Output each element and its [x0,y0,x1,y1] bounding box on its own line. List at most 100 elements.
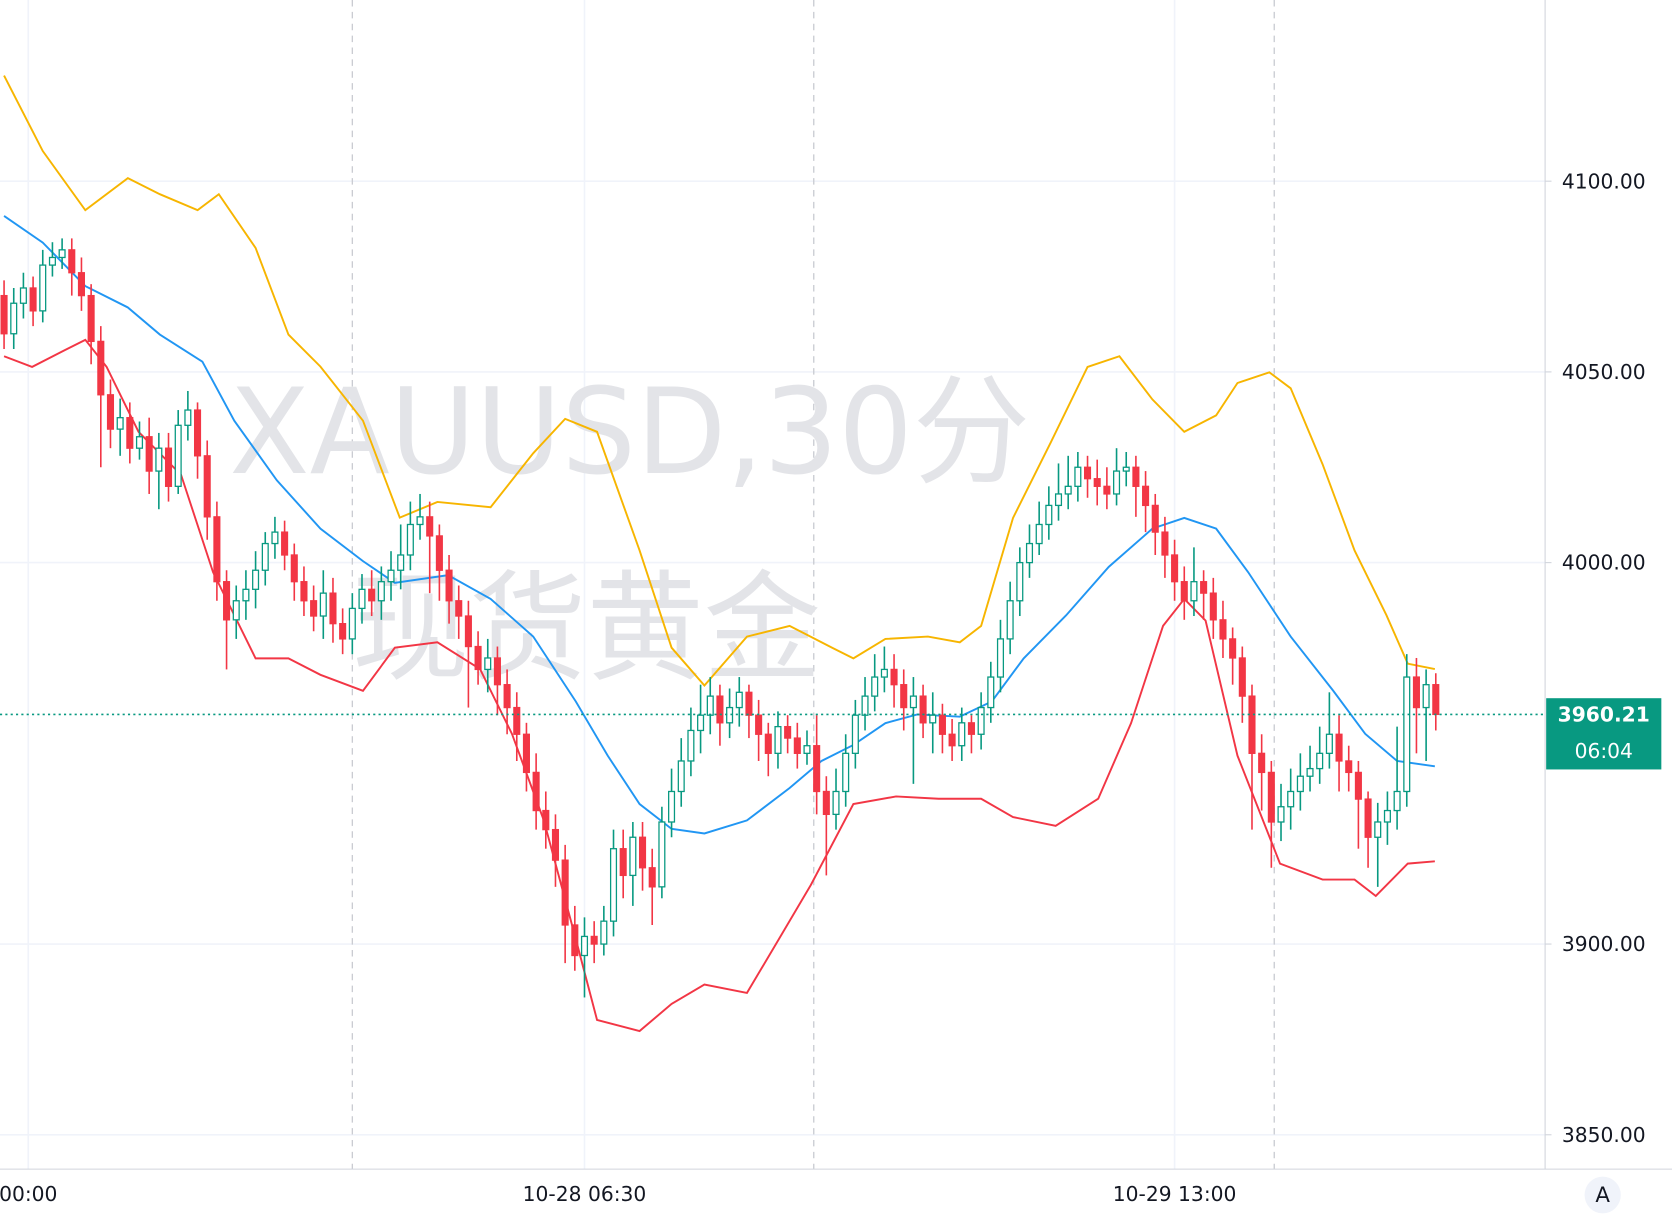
candle-body [1403,676,1411,793]
candle-body [1229,638,1237,659]
candle-body [513,706,521,735]
candle-body [155,447,163,472]
candle-body [426,516,434,537]
candle-body [909,695,917,709]
candle-body [232,600,240,621]
candle-body [493,657,501,686]
band-line [3,75,1436,687]
candle-body [261,542,269,571]
candle-body [242,588,250,602]
candle-body [455,600,463,617]
candle-body [348,607,356,640]
y-tick-label: 3900.00 [1562,932,1646,956]
candle-body [39,264,47,312]
candle-body [658,821,666,888]
candle-body [793,737,801,754]
candle-body [977,706,985,735]
candle-body [68,249,76,274]
candle-body [397,554,405,571]
candle-body [184,409,192,426]
candle-body [1161,531,1169,556]
auto-scale-button[interactable] [1584,1176,1621,1214]
candle-body [1432,684,1440,716]
candle-body [571,924,579,957]
candle-body [1025,542,1034,564]
candle-body [1171,554,1179,583]
auto-scale-label[interactable]: A [1595,1183,1610,1208]
candle-body [687,729,695,762]
candle-body [1200,581,1208,594]
candle-body [822,790,830,816]
candle-body [1064,485,1072,495]
candle-body [1142,485,1150,507]
candle-body [387,569,395,583]
candle-body [1393,790,1401,812]
candle-body [1219,619,1227,640]
candle-body [987,676,995,709]
candle-body [445,569,453,602]
candle-body [406,523,414,556]
candle-body [706,695,714,716]
candle-body [1083,466,1092,480]
candle-body [1316,752,1324,770]
candle-body [580,935,589,957]
candle-body [735,691,743,709]
candle-body [1113,470,1121,495]
candle-body [1238,657,1246,697]
countdown-label: 06:04 [1575,739,1633,763]
candle-body [609,848,618,922]
candle-body [900,684,908,709]
candle-body [1248,695,1256,754]
candle-body [484,657,492,671]
candle-body [10,302,18,335]
candle-body [106,394,115,430]
y-tick-label: 4050.00 [1562,360,1646,384]
candle-body [880,668,888,678]
candle-body [929,714,937,724]
candle-body [1325,733,1333,754]
candle-body [1412,676,1420,709]
candle-body [948,733,956,747]
candle-body [271,531,279,545]
watermark-symbol: XAUUSD,30分 [229,362,1030,501]
candle-body [1374,821,1382,838]
candle-body [1035,523,1043,545]
candle-body [1151,504,1159,533]
candle-body [213,516,221,583]
candle-body [532,771,540,812]
candle-body [745,691,753,716]
candle-body [542,809,550,831]
candle-body [29,287,37,312]
plot [0,75,1546,1033]
last-price-box [1546,698,1662,770]
candle-body [19,287,27,304]
candle-body [561,859,569,926]
candle-body [1422,684,1430,709]
candle-body [416,516,424,526]
candle-body [1267,771,1275,823]
candle-body [358,588,366,610]
candle-body [1287,790,1295,808]
y-tick-label: 4000.00 [1562,551,1646,575]
candle-body [474,645,482,671]
candle-body [958,722,966,747]
candle-body [339,623,347,640]
candle-body [668,790,676,823]
y-tick-label: 4100.00 [1562,169,1646,193]
candle-body [377,581,385,602]
candle-body [803,745,811,754]
candle-body [1354,771,1362,800]
candle-body [1093,478,1101,487]
candle-body [97,340,105,396]
candle-body [1364,798,1372,838]
candle-body [842,752,850,793]
candle-body [0,294,8,335]
candle-body [755,714,763,735]
candle-body [435,535,443,571]
band-line [3,338,1435,1033]
x-tick-label: 00:00 [0,1182,57,1206]
axes: 3850.00 3900.00 4000.00 4050.00 4100.00 00:00… [0,169,1662,1206]
candle-body [813,745,821,793]
